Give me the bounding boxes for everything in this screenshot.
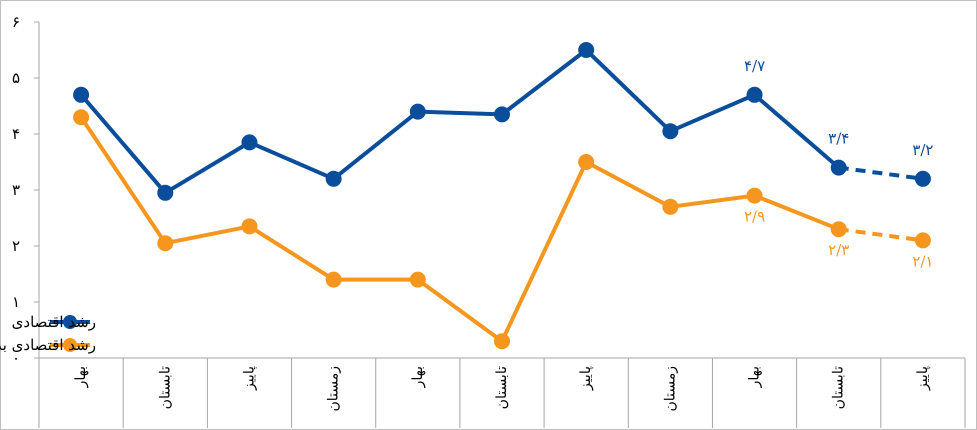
legend-label: رشد اقتصادی (12, 313, 96, 331)
x-tick-label: بهار (410, 366, 426, 388)
data-point (73, 86, 90, 103)
x-tick-label: تابستان (157, 366, 173, 409)
data-point (662, 198, 679, 215)
y-tick-label: ۶ (12, 13, 20, 31)
data-point (578, 154, 595, 170)
data-point (325, 271, 342, 288)
y-tick-label: ۰ (12, 349, 20, 367)
data-point (914, 170, 931, 187)
data-label: ۲/۱ (912, 252, 933, 270)
x-tick-label: پاییز (241, 366, 257, 391)
data-point (662, 123, 679, 140)
data-label: ۳/۲ (912, 141, 933, 159)
data-point (241, 218, 258, 235)
data-point (409, 103, 426, 120)
x-tick-label: زمستان (662, 366, 678, 412)
data-label: ۲/۳ (828, 241, 849, 259)
x-tick-label: پاییز (578, 366, 594, 391)
legend-swatch-marker (63, 338, 77, 352)
data-label: ۴/۷ (744, 57, 765, 75)
data-point (578, 42, 595, 58)
legend-swatch-marker (63, 315, 77, 329)
data-point (914, 232, 931, 249)
data-label: ۳/۴ (828, 130, 849, 148)
data-point (157, 235, 174, 252)
data-point (494, 333, 510, 350)
axes: ۰ ۱ ۲ ۳ ۴ ۵ ۶ بهار تابستان پاییز زمستان بهار تابستان… (12, 13, 966, 428)
legend: رشد اقتصادی رشد اقتصادی بدون نفت (0, 313, 96, 354)
data-point (157, 184, 174, 201)
series-line-1 (79, 115, 841, 344)
data-point (409, 271, 426, 288)
legend-label: رشد اقتصادی بدون نفت (0, 336, 96, 354)
x-tick-label: تابستان (494, 366, 510, 409)
x-tick-label: تابستان (831, 366, 847, 409)
data-point (73, 109, 90, 126)
data-point (830, 221, 847, 238)
series-line-0 (79, 48, 841, 195)
x-tick-label: بهار (73, 366, 89, 388)
data-label: ۲/۹ (744, 208, 765, 226)
y-tick-label: ۳ (12, 181, 20, 199)
data-point (241, 134, 258, 151)
y-tick-label: ۵ (12, 69, 20, 87)
series-layer (73, 42, 931, 350)
y-tick-label: ۲ (12, 237, 20, 255)
data-point (746, 187, 763, 204)
x-tick-label: بهار (747, 366, 763, 388)
series-projection-line-1 (838, 227, 924, 243)
data-point (325, 170, 342, 187)
data-point (494, 106, 510, 123)
data-point (746, 86, 763, 103)
data-point (830, 159, 847, 176)
x-tick-label: زمستان (326, 366, 342, 412)
y-tick-label: ۱ (12, 293, 20, 311)
series-projection-line-0 (838, 165, 924, 181)
x-tick-label: پاییز (915, 366, 931, 391)
y-tick-label: ۴ (12, 125, 20, 143)
data-labels-layer: ۴/۷ ۳/۴ ۳/۲ ۲/۹ ۲/۳ ۲/۱ (744, 57, 934, 271)
